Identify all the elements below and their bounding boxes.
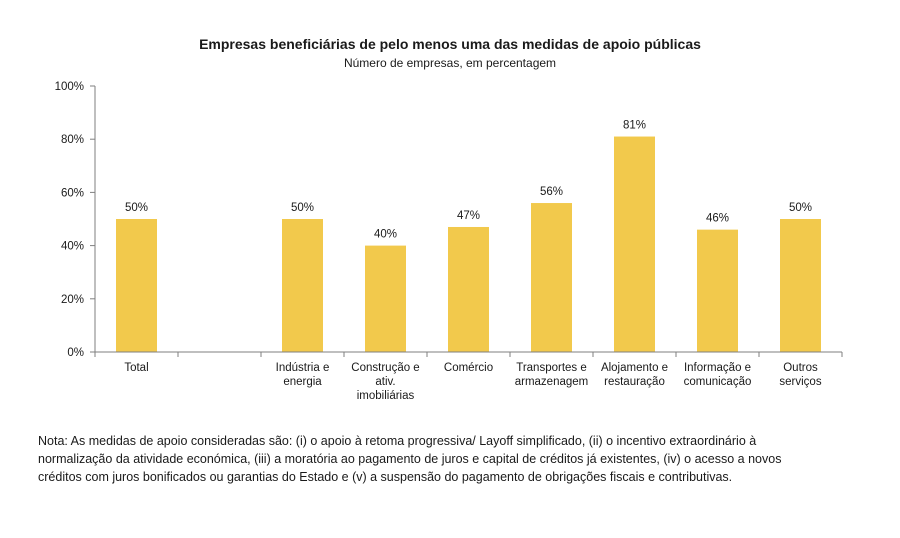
category-label: Alojamento e restauração [601,362,668,388]
category-label: Total [124,362,148,374]
x-axis: Total Indústria e energia Construção e ativ.… [94,351,843,402]
bar [116,219,157,352]
data-label: 47% [457,210,480,222]
bars: 50% 50% 40% 47% 56% 81% 46% 50% [116,120,821,352]
data-label: 50% [789,202,812,214]
bar [282,219,323,352]
data-label: 81% [623,120,646,132]
y-tick-label: 80% [61,134,84,146]
bar [614,136,655,352]
bar [448,226,489,352]
y-tick-label: 20% [61,294,84,306]
bar [780,219,821,352]
category-label: Informação e comunicação [684,362,752,388]
bar [531,203,572,352]
category-label: Comércio [444,362,493,374]
data-label: 50% [291,202,314,214]
y-axis: 0% 20% 40% 60% 80% 100% [55,81,96,359]
category-label: Outros serviços [779,362,821,388]
chart-title: Empresas beneficiárias de pelo menos uma… [199,36,701,52]
category-label: Indústria e energia [276,362,330,388]
data-label: 50% [125,202,148,214]
bar-chart: Empresas beneficiárias de pelo menos uma… [55,36,843,402]
y-tick-label: 60% [61,187,84,199]
chart-subtitle: Número de empresas, em percentagem [344,56,556,70]
data-label: 40% [374,229,397,241]
category-label: Construção e ativ. imobiliárias [351,362,419,402]
data-label: 56% [540,186,563,198]
bar [365,245,406,352]
y-tick-label: 100% [55,81,84,93]
y-tick-label: 0% [67,347,84,359]
data-label: 46% [706,213,729,225]
y-tick-label: 40% [61,241,84,253]
category-label: Transportes e armazenagem [515,362,589,388]
bar [697,229,738,352]
chart-note: Nota: As medidas de apoio consideradas s… [38,434,782,484]
